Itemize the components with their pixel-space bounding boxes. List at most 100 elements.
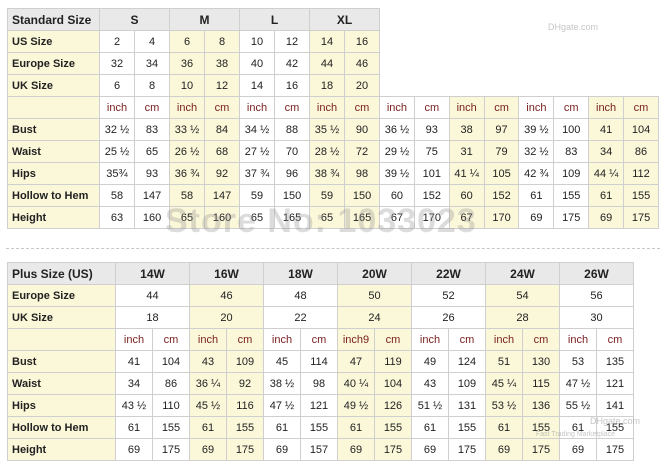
measurement-value: 61 bbox=[559, 416, 597, 439]
size-value: 50 bbox=[337, 284, 412, 307]
row-label: Height bbox=[7, 438, 116, 461]
measurement-value: 32 ½ bbox=[99, 118, 135, 141]
measurement-value: 69 bbox=[588, 206, 625, 229]
unit-label: inch bbox=[115, 328, 153, 351]
size-chart-label: Standard Size bbox=[7, 8, 100, 31]
measurement-value: 36 ¾ bbox=[169, 162, 206, 185]
measurement-row: Bust 32 ½ 83 33 ½ 84 34 ½ 88 35 ½ 90 36 ½ 93 38 97 39… bbox=[7, 118, 659, 141]
measurement-value: 58 bbox=[99, 184, 135, 207]
measurement-value: 59 bbox=[239, 184, 276, 207]
size-header: 14W bbox=[115, 262, 190, 285]
measurement-value: 175 bbox=[226, 438, 264, 461]
size-value: 44 bbox=[309, 52, 346, 75]
row-label: Height bbox=[7, 206, 100, 229]
measurement-value: 109 bbox=[448, 372, 486, 395]
measurement-value: 53 ½ bbox=[485, 394, 523, 417]
measurement-value: 61 bbox=[263, 416, 301, 439]
measurement-value: 141 bbox=[596, 394, 634, 417]
measurement-value: 65 bbox=[309, 206, 346, 229]
measurement-value: 155 bbox=[226, 416, 264, 439]
measurement-value: 43 bbox=[411, 372, 449, 395]
measurement-value: 160 bbox=[133, 206, 171, 229]
measurement-row: Hips 35¾ 93 36 ¾ 92 37 ¾ 96 38 ¾ 98 39 ½ 101 41 ¼ 10… bbox=[7, 162, 659, 185]
size-value: 8 bbox=[204, 30, 241, 53]
measurement-value: 119 bbox=[374, 350, 412, 373]
unit-label: inch bbox=[239, 96, 276, 119]
size-value: 12 bbox=[204, 74, 241, 97]
measurement-row: Hollow to Hem 58 147 58 147 59 150 59 150 60 152 60… bbox=[7, 184, 659, 207]
row-label: Hollow to Hem bbox=[7, 416, 116, 439]
size-value: 18 bbox=[309, 74, 346, 97]
measurement-value: 55 ½ bbox=[559, 394, 597, 417]
unit-row-blank bbox=[7, 96, 100, 119]
measurement-value: 75 bbox=[413, 140, 450, 163]
size-value: 22 bbox=[263, 306, 338, 329]
size-header: XL bbox=[309, 8, 381, 31]
measurement-value: 61 bbox=[588, 184, 625, 207]
size-value: 28 bbox=[485, 306, 560, 329]
size-header: 22W bbox=[411, 262, 486, 285]
size-value: 14 bbox=[239, 74, 276, 97]
unit-label: cm bbox=[300, 328, 338, 351]
info-row: UK Size 6 8 10 12 14 16 18 20 bbox=[7, 74, 659, 97]
measurement-value: 28 ½ bbox=[309, 140, 346, 163]
row-label: Hips bbox=[7, 162, 100, 185]
row-label: Europe Size bbox=[7, 52, 100, 75]
measurement-value: 101 bbox=[413, 162, 450, 185]
measurement-value: 39 ½ bbox=[518, 118, 555, 141]
size-value: 26 bbox=[411, 306, 486, 329]
measurement-value: 155 bbox=[300, 416, 338, 439]
unit-label: inch bbox=[411, 328, 449, 351]
row-label: Waist bbox=[7, 372, 116, 395]
measurement-value: 67 bbox=[379, 206, 415, 229]
measurement-value: 51 bbox=[485, 350, 523, 373]
measurement-value: 135 bbox=[596, 350, 634, 373]
measurement-value: 104 bbox=[623, 118, 659, 141]
measurement-value: 96 bbox=[274, 162, 311, 185]
size-header: L bbox=[239, 8, 311, 31]
row-label: Europe Size bbox=[7, 284, 116, 307]
measurement-value: 92 bbox=[204, 162, 241, 185]
measurement-value: 42 ¾ bbox=[518, 162, 555, 185]
measurement-value: 155 bbox=[596, 416, 634, 439]
unit-label: inch bbox=[448, 96, 485, 119]
size-value: 56 bbox=[559, 284, 634, 307]
info-row: US Size 2 4 6 8 10 12 14 16 bbox=[7, 30, 659, 53]
info-row: Europe Size 44 46 48 50 52 54 56 bbox=[7, 284, 634, 307]
unit-label: cm bbox=[413, 96, 450, 119]
measurement-value: 126 bbox=[374, 394, 412, 417]
measurement-value: 69 bbox=[337, 438, 375, 461]
measurement-value: 136 bbox=[522, 394, 560, 417]
measurement-value: 104 bbox=[152, 350, 190, 373]
measurement-value: 38 ½ bbox=[263, 372, 301, 395]
size-value: 46 bbox=[189, 284, 264, 307]
info-row: Europe Size 32 34 36 38 40 42 44 46 bbox=[7, 52, 659, 75]
measurement-value: 58 bbox=[169, 184, 206, 207]
measurement-value: 79 bbox=[483, 140, 520, 163]
measurement-value: 152 bbox=[413, 184, 450, 207]
size-value: 40 bbox=[239, 52, 276, 75]
measurement-value: 165 bbox=[344, 206, 381, 229]
measurement-value: 69 bbox=[411, 438, 449, 461]
size-value: 36 bbox=[169, 52, 206, 75]
measurement-value: 35¾ bbox=[99, 162, 135, 185]
row-label: Hollow to Hem bbox=[7, 184, 100, 207]
measurement-value: 39 ½ bbox=[379, 162, 415, 185]
measurement-value: 43 ½ bbox=[115, 394, 153, 417]
unit-row: inch cm inch cm inch cm inch cm inch cm inch cm inch… bbox=[7, 96, 659, 119]
measurement-value: 121 bbox=[596, 372, 634, 395]
measurement-value: 104 bbox=[374, 372, 412, 395]
measurement-value: 170 bbox=[413, 206, 450, 229]
row-label: UK Size bbox=[7, 74, 100, 97]
unit-label: inch bbox=[559, 328, 597, 351]
unit-label: cm bbox=[553, 96, 590, 119]
measurement-value: 155 bbox=[374, 416, 412, 439]
measurement-value: 116 bbox=[226, 394, 264, 417]
measurement-value: 61 bbox=[518, 184, 555, 207]
measurement-value: 69 bbox=[559, 438, 597, 461]
unit-label: inch bbox=[169, 96, 206, 119]
measurement-value: 175 bbox=[374, 438, 412, 461]
measurement-value: 147 bbox=[204, 184, 241, 207]
measurement-value: 93 bbox=[133, 162, 171, 185]
section-divider bbox=[6, 248, 660, 249]
